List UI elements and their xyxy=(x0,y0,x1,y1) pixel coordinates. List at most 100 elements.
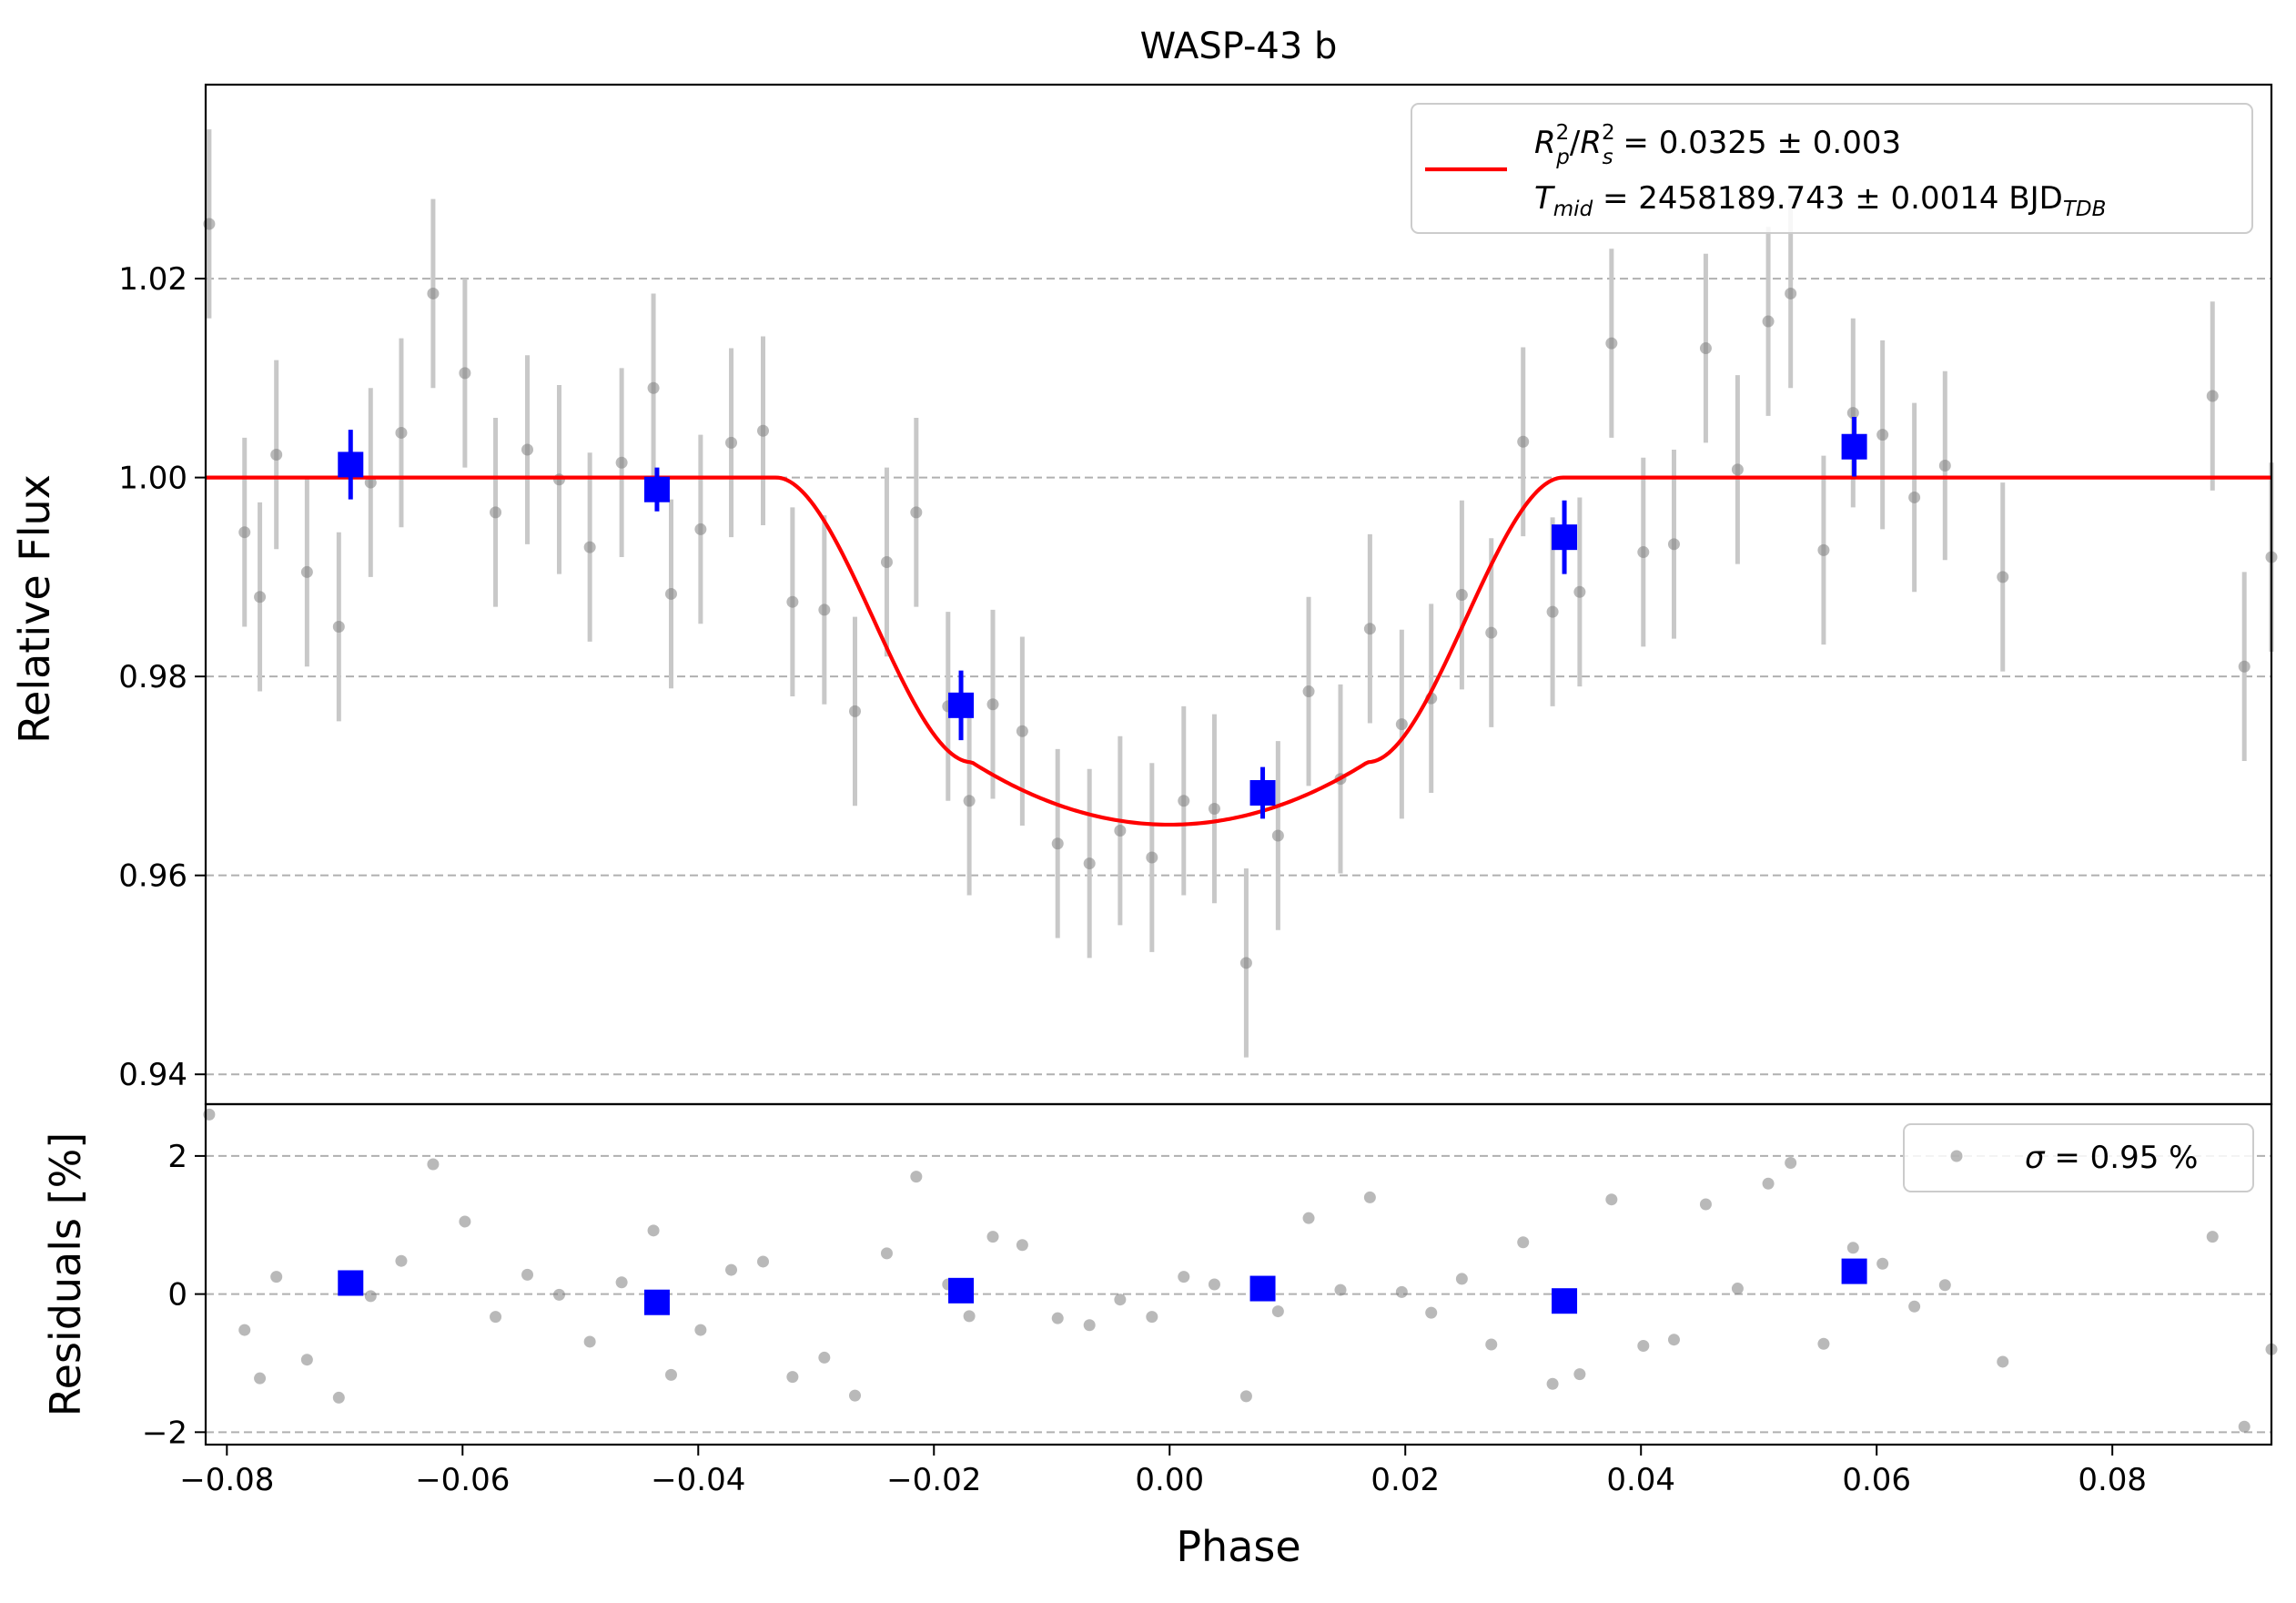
residual-raw-point xyxy=(270,1271,283,1283)
residual-raw-point xyxy=(254,1372,267,1385)
residual-raw-point xyxy=(1667,1334,1680,1346)
x-tick-label: −0.06 xyxy=(415,1462,510,1498)
residual-binned-point xyxy=(948,1277,975,1304)
flux-raw-point xyxy=(1667,538,1680,551)
flux-y-tick-label: 0.94 xyxy=(118,1057,187,1093)
x-axis-label: Phase xyxy=(1176,1522,1300,1571)
residual-binned-point xyxy=(1552,1288,1578,1314)
flux-raw-point xyxy=(880,555,893,568)
residual-raw-point xyxy=(364,1290,377,1303)
legend-sigma-entry: σ = 0.95 % xyxy=(2025,1140,2198,1176)
flux-raw-point xyxy=(849,705,862,717)
flux-raw-point xyxy=(521,443,534,456)
residual-raw-point xyxy=(552,1288,565,1301)
flux-raw-point xyxy=(1302,685,1315,698)
residual-raw-point xyxy=(1846,1242,1859,1254)
transit-model-line xyxy=(206,475,2271,827)
flux-raw-point xyxy=(1785,287,1797,299)
residual-raw-points xyxy=(203,1108,2278,1433)
residual-raw-point xyxy=(694,1324,707,1336)
flux-raw-point xyxy=(725,436,738,449)
flux-raw-point xyxy=(1908,491,1921,503)
flux-raw-point xyxy=(1637,546,1650,559)
flux-raw-point xyxy=(1517,435,1530,448)
flux-raw-point xyxy=(1699,342,1712,355)
flux-raw-point xyxy=(300,565,313,578)
flux-y-axis-label: Relative Flux xyxy=(10,474,59,744)
residual-raw-point xyxy=(1239,1390,1252,1403)
residual-legend: σ = 0.95 % xyxy=(1903,1123,2254,1192)
flux-raw-point xyxy=(963,795,976,807)
legend-tmid-entry: Tmid = 2458189.743 ± 0.0014 BJDTDB xyxy=(1534,180,2106,221)
flux-raw-point xyxy=(1546,605,1559,618)
flux-raw-point xyxy=(2206,390,2219,402)
residual-raw-point xyxy=(1908,1300,1921,1313)
residual-raw-point xyxy=(1271,1305,1284,1318)
flux-raw-point xyxy=(1363,623,1376,635)
residual-raw-point xyxy=(725,1263,738,1276)
flux-raw-point xyxy=(1178,795,1190,807)
residual-raw-point xyxy=(1485,1338,1498,1351)
residual-raw-point xyxy=(395,1254,408,1267)
flux-raw-point xyxy=(552,473,565,486)
residual-raw-point xyxy=(786,1371,799,1384)
flux-raw-point xyxy=(427,287,440,299)
flux-raw-point xyxy=(1455,589,1468,602)
flux-binned-point xyxy=(948,692,975,718)
residual-raw-point xyxy=(818,1351,831,1364)
residual-gridlines xyxy=(206,1154,2271,1434)
residual-raw-point xyxy=(1605,1193,1618,1206)
flux-raw-point xyxy=(986,698,999,711)
residual-binned-points xyxy=(338,1258,1867,1315)
residual-raw-point xyxy=(1517,1236,1530,1249)
residual-raw-point xyxy=(490,1311,502,1324)
residual-raw-point xyxy=(1637,1340,1650,1353)
flux-raw-point xyxy=(647,381,660,394)
flux-raw-point xyxy=(332,621,345,634)
residual-y-axis-label: Residuals [%] xyxy=(41,1132,90,1416)
residual-raw-point xyxy=(1876,1257,1889,1270)
flux-binned-points xyxy=(338,433,1867,806)
residual-raw-point xyxy=(1114,1294,1127,1306)
residual-raw-point xyxy=(1051,1312,1064,1324)
flux-raw-point xyxy=(1239,957,1252,969)
flux-raw-errorbars xyxy=(207,129,2274,1058)
flux-raw-point xyxy=(694,522,707,535)
x-ticks: −0.08 −0.06 −0.04 −0.02 0.00 0.02 0.04 0.06 0.08 xyxy=(179,1445,2147,1498)
residual-raw-point xyxy=(647,1224,660,1237)
flux-raw-point xyxy=(1876,429,1889,441)
residual-raw-point xyxy=(1334,1283,1347,1296)
chart-title: WASP-43 b xyxy=(1140,25,1338,67)
flux-y-ticks: 0.94 0.96 0.98 1.00 1.02 xyxy=(118,261,206,1093)
flux-raw-point xyxy=(1051,837,1064,850)
flux-raw-point xyxy=(1938,459,1951,472)
flux-y-tick-label: 1.00 xyxy=(118,461,187,497)
flux-raw-point xyxy=(270,448,283,461)
residual-y-ticks: −2 0 2 xyxy=(142,1139,206,1451)
residual-raw-point xyxy=(1146,1311,1158,1324)
flux-raw-point xyxy=(1208,802,1220,815)
flux-raw-point xyxy=(1846,407,1859,420)
flux-raw-point xyxy=(1146,851,1158,864)
flux-raw-point xyxy=(1817,543,1830,556)
residual-raw-point xyxy=(300,1354,313,1366)
residual-raw-point xyxy=(1016,1239,1028,1252)
flux-raw-point xyxy=(1016,725,1028,737)
residual-raw-point xyxy=(1731,1283,1744,1295)
flux-axes-frame xyxy=(204,83,2273,1106)
flux-binned-point xyxy=(1249,779,1276,806)
flux-binned-point xyxy=(1841,433,1867,460)
residual-raw-point xyxy=(427,1158,440,1171)
residual-raw-point xyxy=(1302,1212,1315,1224)
flux-raw-point xyxy=(1573,585,1586,598)
x-tick-label: −0.08 xyxy=(179,1462,274,1498)
residual-raw-point xyxy=(849,1389,862,1402)
flux-raw-point xyxy=(1395,718,1408,731)
flux-raw-point xyxy=(583,541,596,553)
flux-raw-point xyxy=(2238,660,2250,673)
residual-raw-point xyxy=(332,1391,345,1404)
residual-raw-point xyxy=(1938,1279,1951,1292)
flux-binned-point xyxy=(338,451,364,478)
residual-axes-frame xyxy=(204,1102,2273,1446)
